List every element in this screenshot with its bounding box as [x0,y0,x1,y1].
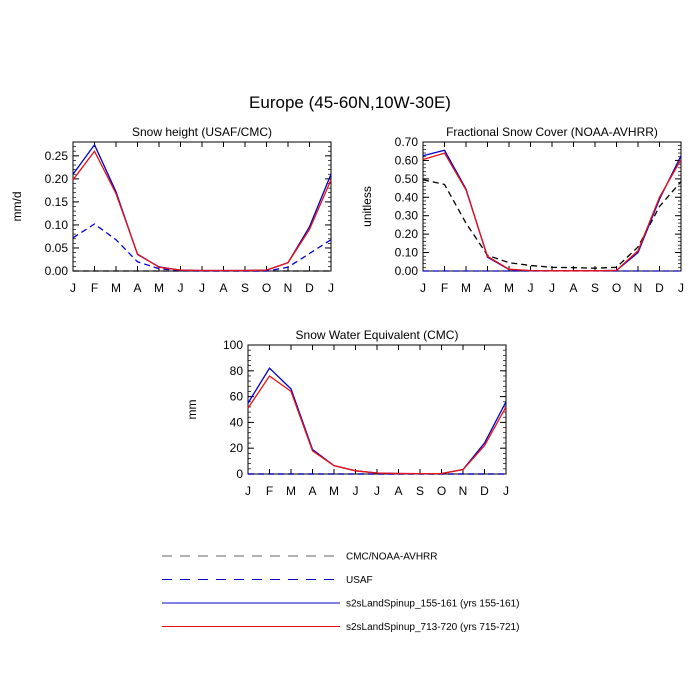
x-tick-label: J [353,484,359,498]
x-tick-label: J [549,281,555,295]
y-tick-label: 0.50 [395,172,419,186]
x-tick-label: O [437,484,446,498]
y-tick-label: 0.00 [45,264,69,278]
chart-panel-2: Fractional Snow Cover (NOAA-AVHRR) unitle… [360,125,684,295]
x-tick-label: M [154,281,164,295]
y-tick-label: 0.10 [45,218,69,232]
x-tick-label: O [612,281,621,295]
series-line-4 [422,152,682,272]
x-tick-label: D [480,484,489,498]
x-tick-label: J [70,281,76,295]
x-tick-label: S [591,281,599,295]
x-tick-label: D [305,281,314,295]
legend-label-3: s2sLandSpinup_155-161 (yrs 155-161) [346,599,519,610]
x-tick-label: J [178,281,184,295]
x-tick-label: A [308,484,316,498]
x-tick-label: N [634,281,643,295]
legend-label-1: CMC/NOAA-AVHRR [346,552,437,563]
series-line-3 [422,149,682,272]
legend-label-2: USAF [346,575,373,586]
x-tick-label: F [91,281,98,295]
x-tick-label: M [504,281,514,295]
chart-title: Snow Water Equivalent (CMC) [296,328,459,342]
y-axis-label: mm [185,400,199,420]
x-tick-label: A [569,281,577,295]
y-tick-label: 0.15 [45,195,69,209]
chart-title: Fractional Snow Cover (NOAA-AVHRR) [446,125,658,139]
series-line-3 [72,143,332,272]
panels: Snow height (USAF/CMC)mm/dJ F M A M J J A S O N D J0… [10,125,684,498]
series-line-1 [422,179,682,269]
x-tick-label: M [329,484,339,498]
x-tick-label: J [420,281,426,295]
y-tick-label: 60 [230,390,244,404]
x-tick-label: J [678,281,684,295]
y-tick-label: 0.25 [45,149,69,163]
y-tick-label: 0.30 [395,209,419,223]
chart-title: Snow height (USAF/CMC) [132,125,272,139]
y-axis-label: mm/d [10,192,24,222]
x-tick-label: F [266,484,273,498]
x-tick-label: A [219,281,227,295]
x-tick-label: M [111,281,121,295]
legend: CMC/NOAA-AVHRR USAF s2sLandSpinup_155-161 … [162,552,519,633]
y-tick-label: 20 [230,441,244,455]
x-tick-label: S [241,281,249,295]
x-tick-label: J [374,484,380,498]
y-tick-label: 0.20 [45,172,69,186]
y-tick-label: 0.70 [395,135,419,149]
x-tick-label: J [245,484,251,498]
plot-frame [247,344,507,475]
x-tick-label: J [199,281,205,295]
y-tick-label: 100 [223,338,243,352]
series-line-2 [72,223,332,272]
y-tick-label: 40 [230,415,244,429]
y-tick-label: 0.10 [395,246,419,260]
x-tick-label: D [655,281,664,295]
x-tick-label: N [284,281,293,295]
x-tick-label: J [503,484,509,498]
x-tick-label: A [394,484,402,498]
y-tick-label: 0.00 [395,264,419,278]
legend-label-4: s2sLandSpinup_713-720 (yrs 715-721) [346,622,519,633]
x-tick-label: M [286,484,296,498]
y-tick-label: 0 [236,467,243,481]
x-tick-label: N [459,484,468,498]
series-line-3 [247,367,507,475]
y-tick-label: 0.05 [45,241,69,255]
y-tick-label: 0.20 [395,227,419,241]
y-tick-label: 80 [230,364,244,378]
y-tick-label: 0.60 [395,153,419,167]
y-tick-label: 0.40 [395,190,419,204]
plot-frame [422,141,682,272]
x-tick-label: F [441,281,448,295]
series-line-4 [247,375,507,475]
figure-title: Europe (45-60N,10W-30E) [249,93,451,112]
series-line-4 [72,149,332,272]
x-tick-label: M [461,281,471,295]
x-tick-label: J [528,281,534,295]
x-tick-label: S [416,484,424,498]
chart-panel-1: Snow height (USAF/CMC)mm/dJ F M A M J J A S O N D J0… [10,125,334,295]
x-tick-label: O [262,281,271,295]
plot-frame [72,141,332,272]
x-tick-label: J [328,281,334,295]
chart-panel-3: Snow Water Equivalent (CMC)mmJ F M A M J J A S O N… [185,328,509,498]
x-tick-label: A [133,281,141,295]
y-axis-label: unitless [360,186,374,227]
x-tick-label: A [483,281,491,295]
